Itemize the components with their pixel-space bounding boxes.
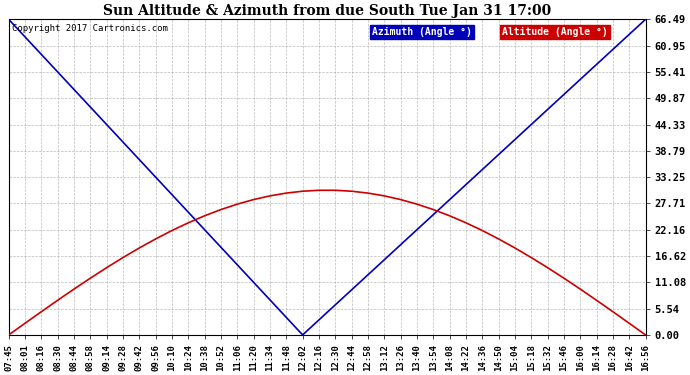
Title: Sun Altitude & Azimuth from due South Tue Jan 31 17:00: Sun Altitude & Azimuth from due South Tu… bbox=[103, 4, 551, 18]
Text: Azimuth (Angle °): Azimuth (Angle °) bbox=[372, 27, 471, 37]
Text: Altitude (Angle °): Altitude (Angle °) bbox=[502, 27, 608, 37]
Text: Copyright 2017 Cartronics.com: Copyright 2017 Cartronics.com bbox=[12, 24, 168, 33]
